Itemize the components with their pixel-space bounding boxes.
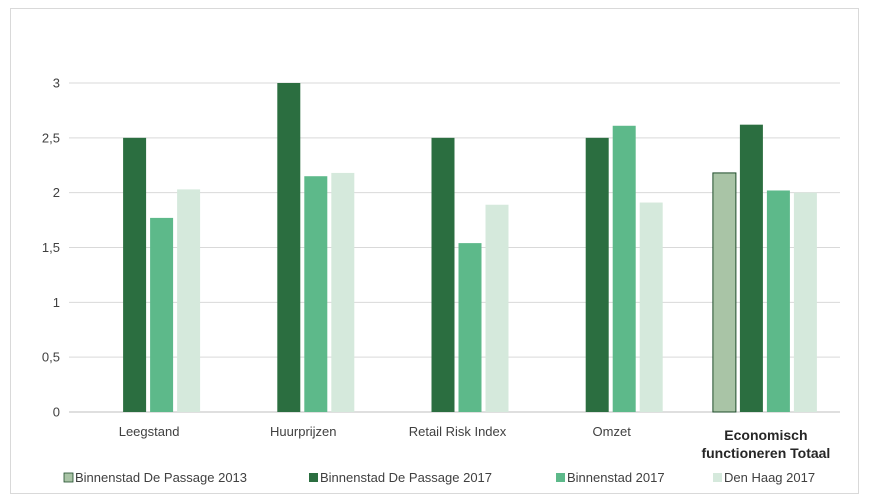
- bar-binnenstad-2017-0: [150, 217, 174, 412]
- bar-den-haag-2017-0: [177, 189, 201, 412]
- bar-den-haag-2017-4: [793, 192, 817, 412]
- legend: Binnenstad De Passage 2013 Binnenstad De …: [63, 470, 815, 485]
- legend-label: Binnenstad De Passage 2013: [75, 470, 247, 485]
- y-tick-label: 0: [53, 405, 60, 420]
- bar-binnenstad-de-passage-2013-4: [712, 172, 737, 413]
- x-category-label: Retail Risk Index: [409, 424, 507, 439]
- legend-swatch: [63, 472, 74, 483]
- bar-binnenstad-2017-4: [766, 190, 790, 412]
- bar-den-haag-2017-2: [485, 204, 509, 412]
- legend-swatch: [713, 473, 722, 482]
- bar-binnenstad-de-passage-2017-2: [431, 137, 455, 413]
- bar-binnenstad-2017-2: [458, 243, 482, 412]
- bar-binnenstad-2017-3: [612, 125, 636, 413]
- x-axis-labels: Leegstand Huurprijzen Retail Risk Index Omz…: [119, 424, 831, 461]
- x-category-label: Leegstand: [119, 424, 180, 439]
- legend-label: Den Haag 2017: [724, 470, 815, 485]
- x-category-label: Economisch: [724, 427, 807, 443]
- y-tick-label: 1,5: [42, 240, 60, 255]
- x-category-label: functioneren Totaal: [701, 445, 830, 461]
- bar-binnenstad-de-passage-2017-3: [585, 137, 609, 413]
- legend-swatch: [556, 473, 565, 482]
- legend-label: Binnenstad De Passage 2017: [320, 470, 492, 485]
- y-tick-label: 3: [53, 76, 60, 91]
- y-tick-label: 1: [53, 295, 60, 310]
- legend-label: Binnenstad 2017: [567, 470, 665, 485]
- x-category-label: Huurprijzen: [270, 424, 336, 439]
- bar-binnenstad-2017-1: [304, 176, 328, 412]
- y-tick-label: 2: [53, 185, 60, 200]
- bar-binnenstad-de-passage-2017-4: [739, 124, 763, 412]
- bars: [123, 83, 817, 413]
- legend-swatch: [309, 473, 318, 482]
- bar-binnenstad-de-passage-2017-1: [277, 83, 301, 412]
- bar-den-haag-2017-1: [331, 172, 355, 412]
- x-category-label: Omzet: [593, 424, 632, 439]
- y-axis-ticks: 0 0,5 1 1,5 2 2,5 3: [42, 76, 60, 420]
- bar-binnenstad-de-passage-2017-0: [123, 137, 147, 413]
- bar-den-haag-2017-3: [639, 202, 663, 412]
- y-tick-label: 0,5: [42, 350, 60, 365]
- y-tick-label: 2,5: [42, 130, 60, 145]
